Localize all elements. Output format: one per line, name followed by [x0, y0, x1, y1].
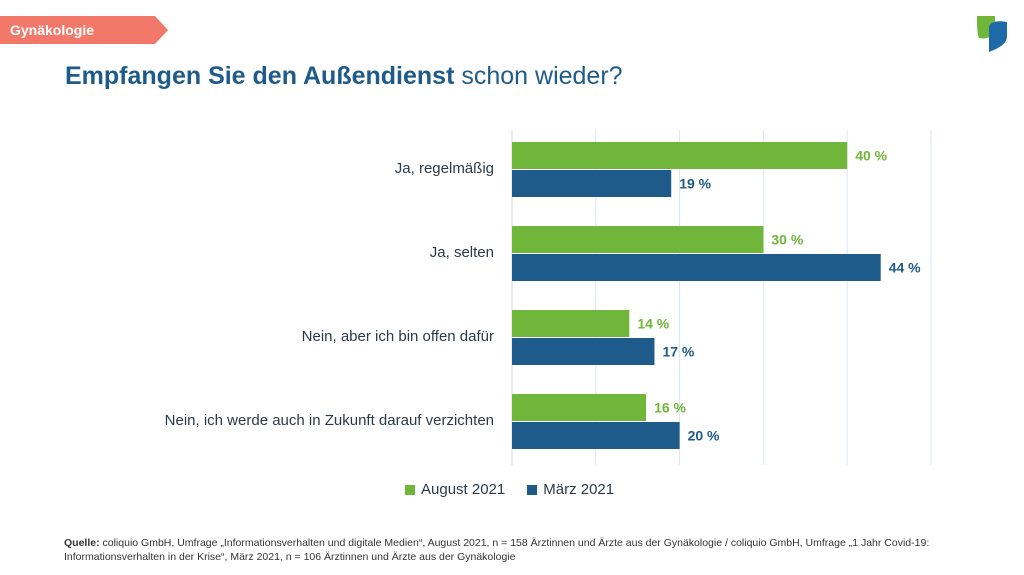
page-title: Empfangen Sie den Außendienst schon wied…: [65, 62, 623, 91]
tag-label: Gynäkologie: [10, 22, 95, 38]
bar: [512, 310, 630, 337]
data-label: 40 %: [855, 148, 887, 164]
category-tag: Gynäkologie: [0, 16, 170, 44]
legend-swatch-august: [405, 484, 415, 495]
bar: [512, 422, 680, 449]
legend-item-maerz: März 2021: [527, 481, 614, 498]
bar: [512, 142, 848, 169]
chart-legend: August 2021 März 2021: [405, 481, 614, 498]
data-label: 19 %: [679, 176, 711, 192]
data-label: 14 %: [637, 316, 669, 332]
source-note: Quelle: coliquio GmbH, Umfrage „Informat…: [64, 536, 984, 564]
data-label: 44 %: [889, 260, 921, 276]
legend-swatch-maerz: [527, 484, 538, 495]
category-label: Nein, ich werde auch in Zukunft darauf v…: [165, 412, 494, 429]
category-label: Nein, aber ich bin offen dafür: [302, 328, 494, 345]
bar: [512, 338, 655, 365]
legend-item-august: August 2021: [405, 481, 505, 498]
bar: [512, 170, 672, 197]
category-label: Ja, selten: [430, 244, 494, 261]
category-label: Ja, regelmäßig: [395, 160, 494, 177]
bar: [512, 394, 647, 421]
title-regular-part: schon wieder?: [454, 62, 623, 90]
source-text: coliquio GmbH, Umfrage „Informationsverh…: [64, 537, 930, 563]
tag-shape: [0, 16, 168, 44]
legend-label-august: August 2021: [421, 481, 506, 498]
leaf-logo-icon: [975, 14, 1011, 54]
data-label: 30 %: [771, 232, 803, 248]
bar: [512, 254, 881, 281]
source-label: Quelle:: [64, 537, 100, 549]
legend-label-maerz: März 2021: [543, 481, 615, 498]
data-label: 20 %: [688, 428, 720, 444]
data-label: 16 %: [654, 400, 686, 416]
bar-chart: Ja, regelmäßig 40 % 19 % Ja, selten 30 % 44 %…: [165, 130, 932, 465]
data-label: 17 %: [662, 344, 694, 360]
title-bold-part: Empfangen Sie den Außendienst: [65, 62, 455, 90]
bar: [512, 226, 764, 253]
